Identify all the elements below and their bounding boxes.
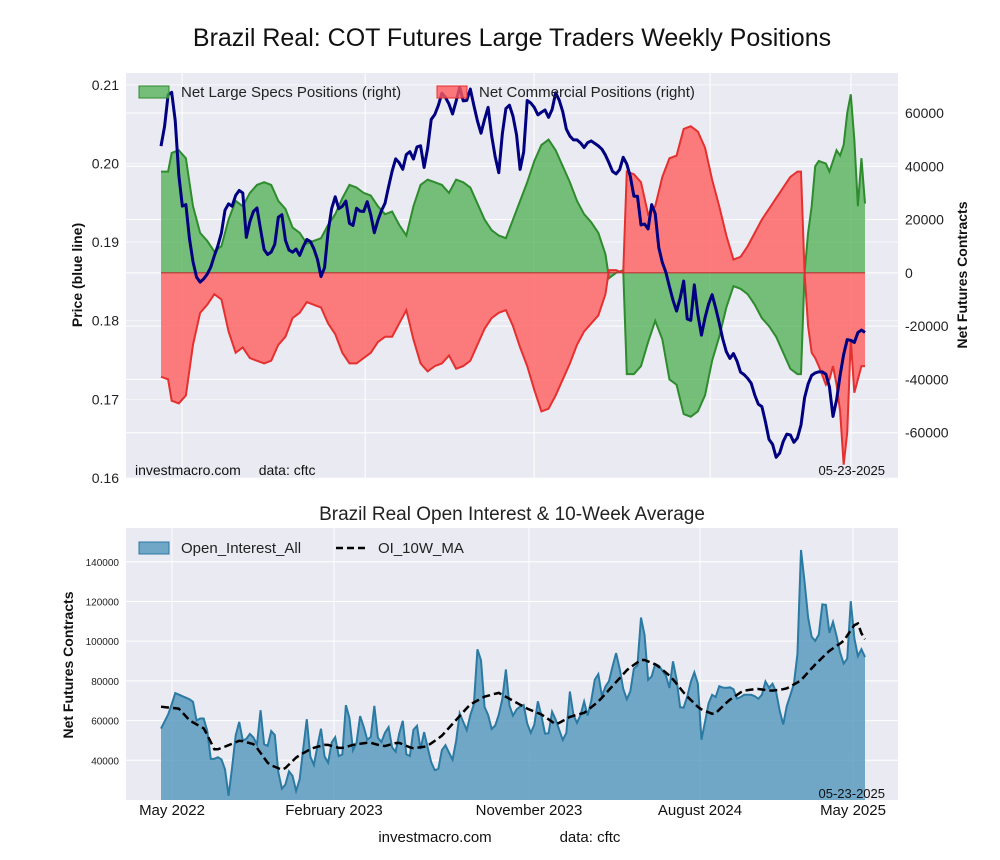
top-right-tick-label: -20000 bbox=[905, 318, 949, 334]
page-title: Brazil Real: COT Futures Large Traders W… bbox=[193, 24, 831, 52]
top-left-tick-label: 0.17 bbox=[92, 391, 119, 407]
top-left-tick-label: 0.16 bbox=[92, 470, 119, 486]
legend-specs-swatch bbox=[138, 85, 170, 99]
bottom-legend: Open_Interest_All OI_10W_MA bbox=[138, 540, 464, 557]
price-line bbox=[159, 85, 866, 459]
legend-comm-label: Net Commercial Positions (right) bbox=[479, 84, 695, 101]
footer-source: data: cftc bbox=[560, 829, 621, 846]
legend-oi-swatch bbox=[138, 541, 170, 555]
top-right-tick-label: 60000 bbox=[905, 105, 944, 121]
ma-line bbox=[160, 621, 867, 772]
top-date-label: 05-23-2025 bbox=[819, 463, 886, 478]
top-right-tick-label: -40000 bbox=[905, 371, 949, 387]
bottom-left-axis: 40000 60000 80000 100000 120000 140000 bbox=[86, 558, 120, 768]
top-chart: 0.16 0.17 0.18 0.19 0.20 0.21 -60000 -40000 -20… bbox=[69, 73, 970, 486]
commercial-area bbox=[161, 126, 865, 465]
top-right-tick-label: 0 bbox=[905, 265, 913, 281]
footer-site: investmacro.com bbox=[378, 829, 491, 846]
specs-area bbox=[161, 94, 865, 417]
top-left-tick-label: 0.19 bbox=[92, 234, 119, 250]
top-left-tick-label: 0.20 bbox=[92, 155, 119, 171]
top-left-axis: 0.16 0.17 0.18 0.19 0.20 0.21 bbox=[92, 77, 119, 486]
top-legend: Net Large Specs Positions (right) Net Co… bbox=[138, 84, 695, 101]
legend-specs-label: Net Large Specs Positions (right) bbox=[181, 84, 401, 101]
legend-oi-label: Open_Interest_All bbox=[181, 540, 301, 557]
top-position-areas bbox=[160, 94, 866, 465]
top-right-tick-label: -60000 bbox=[905, 425, 949, 441]
bottom-left-tick-label: 40000 bbox=[91, 756, 119, 767]
top-right-tick-label: 40000 bbox=[905, 158, 944, 174]
commercial-line bbox=[160, 125, 865, 465]
top-right-axis-label: Net Futures Contracts bbox=[954, 201, 970, 348]
top-watermark-site: investmacro.com bbox=[135, 462, 241, 478]
bottom-x-tick-label: August 2024 bbox=[658, 802, 742, 819]
legend-comm-swatch bbox=[436, 85, 468, 99]
top-left-tick-label: 0.18 bbox=[92, 313, 119, 329]
bottom-moving-average bbox=[160, 621, 867, 772]
open-interest-line bbox=[160, 549, 866, 796]
bottom-left-tick-label: 60000 bbox=[91, 717, 119, 728]
bottom-x-tick-label: May 2022 bbox=[139, 802, 205, 819]
top-right-axis: -60000 -40000 -20000 0 20000 40000 60000 bbox=[905, 105, 949, 441]
bottom-x-tick-label: May 2025 bbox=[820, 802, 886, 819]
bottom-left-tick-label: 80000 bbox=[91, 677, 119, 688]
specs-line bbox=[161, 94, 866, 418]
top-price-line bbox=[159, 85, 866, 459]
bottom-date-label: 05-23-2025 bbox=[819, 786, 886, 801]
top-left-tick-label: 0.21 bbox=[92, 77, 119, 93]
bottom-x-tick-label: November 2023 bbox=[476, 802, 583, 819]
bottom-x-axis: May 2022 February 2023 November 2023 August… bbox=[139, 802, 886, 819]
bottom-axis-label: Net Futures Contracts bbox=[60, 591, 76, 738]
bottom-x-tick-label: February 2023 bbox=[285, 802, 383, 819]
bottom-open-interest-area bbox=[160, 549, 866, 800]
bottom-chart-title: Brazil Real Open Interest & 10-Week Aver… bbox=[319, 504, 705, 525]
bottom-left-tick-label: 140000 bbox=[86, 558, 120, 569]
bottom-left-tick-label: 100000 bbox=[86, 637, 120, 648]
top-left-axis-label: Price (blue line) bbox=[69, 223, 85, 327]
top-right-tick-label: 20000 bbox=[905, 212, 944, 228]
top-watermark-source: data: cftc bbox=[259, 462, 316, 478]
open-interest-area bbox=[161, 550, 865, 800]
legend-ma-label: OI_10W_MA bbox=[378, 540, 464, 557]
top-watermark: investmacro.com data: cftc bbox=[135, 462, 316, 478]
bottom-left-tick-label: 120000 bbox=[86, 597, 120, 608]
bottom-chart: Brazil Real Open Interest & 10-Week Aver… bbox=[60, 504, 898, 819]
